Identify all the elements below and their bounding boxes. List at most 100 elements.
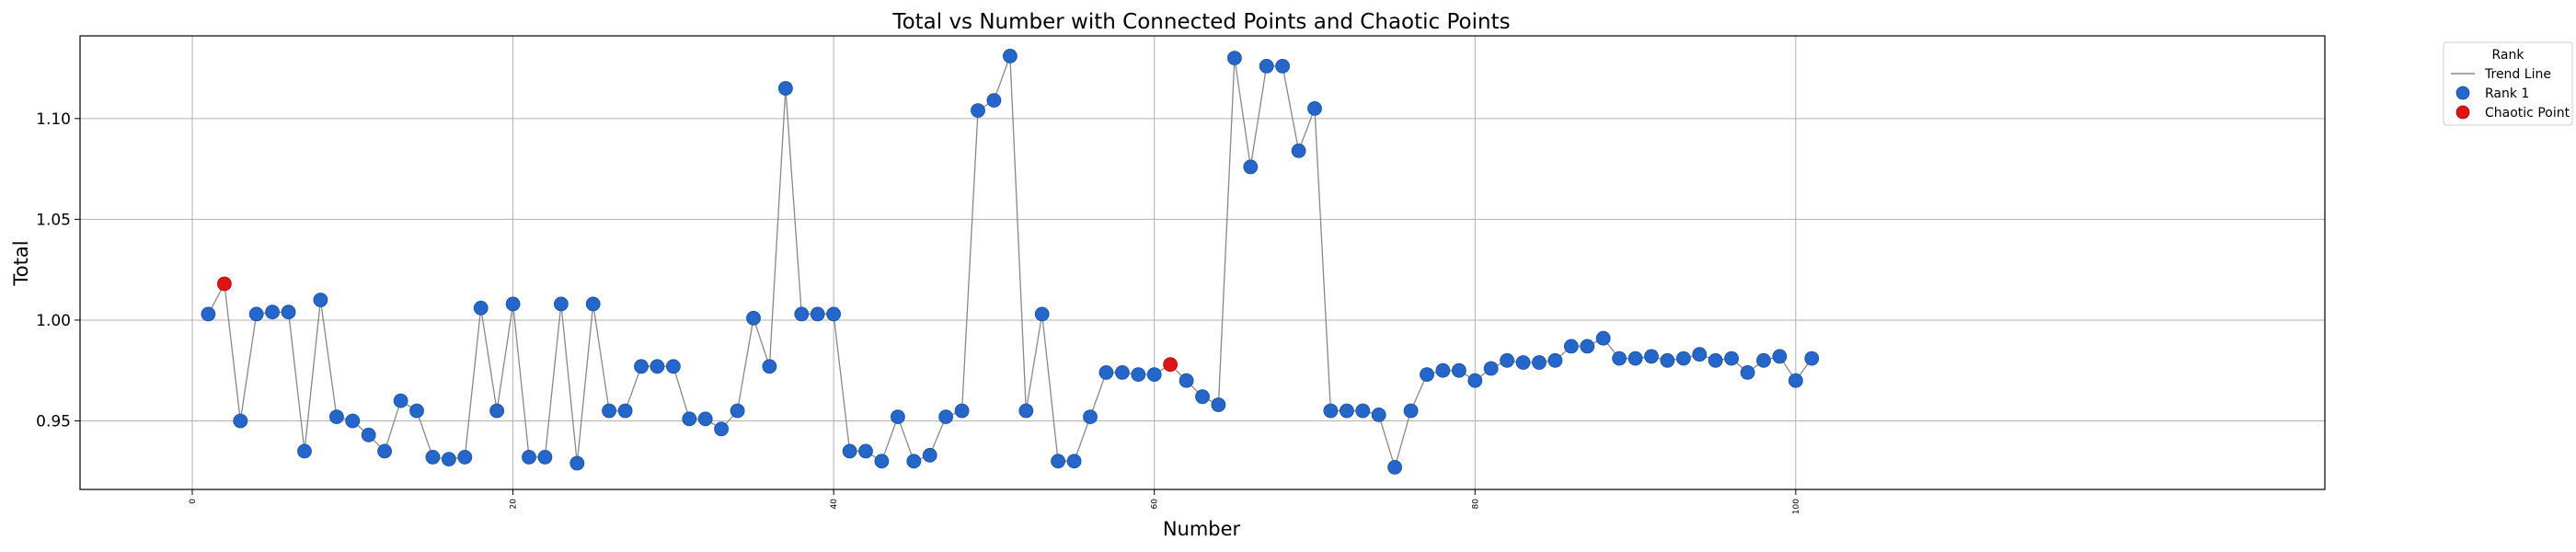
data-point bbox=[762, 359, 777, 374]
legend-label-rank1: Rank 1 bbox=[2485, 86, 2529, 101]
data-point bbox=[922, 447, 937, 463]
data-point bbox=[1612, 351, 1627, 366]
data-point bbox=[1195, 389, 1210, 405]
x-axis-title: Number bbox=[1163, 518, 1241, 540]
data-point bbox=[393, 393, 408, 408]
data-point bbox=[233, 413, 248, 429]
data-point bbox=[1323, 403, 1339, 419]
plot-frame bbox=[79, 35, 2326, 490]
x-tick-label: 100 bbox=[1792, 499, 1801, 514]
data-point bbox=[986, 93, 1002, 108]
y-tick-label: 0.95 bbox=[36, 413, 71, 431]
data-point bbox=[345, 413, 361, 429]
legend-title: Rank bbox=[2492, 48, 2525, 63]
data-point bbox=[1532, 355, 1547, 370]
data-point bbox=[441, 452, 456, 467]
data-point bbox=[313, 293, 328, 307]
y-tick-label: 1.10 bbox=[36, 110, 71, 129]
data-point bbox=[1676, 351, 1691, 366]
data-point bbox=[1772, 349, 1788, 364]
data-point bbox=[1115, 364, 1130, 380]
data-point bbox=[1547, 352, 1563, 368]
data-point bbox=[1515, 355, 1531, 370]
data-point bbox=[1051, 454, 1065, 469]
data-point bbox=[1003, 49, 1018, 63]
data-point bbox=[634, 359, 649, 374]
y-tick-label: 1.00 bbox=[36, 312, 71, 330]
data-point bbox=[971, 103, 985, 118]
data-point bbox=[1179, 373, 1194, 388]
chaotic-point bbox=[216, 276, 232, 292]
y-tick-label: 1.05 bbox=[36, 211, 71, 229]
data-point bbox=[617, 403, 633, 419]
legend-box bbox=[2443, 41, 2573, 126]
x-tick-label: 80 bbox=[1471, 499, 1480, 510]
legend-chaotic-swatch bbox=[2455, 105, 2470, 120]
data-point bbox=[585, 296, 601, 312]
data-point bbox=[281, 305, 296, 320]
data-point bbox=[1387, 459, 1402, 475]
data-point bbox=[826, 306, 841, 322]
data-point bbox=[794, 306, 810, 322]
chaotic-point bbox=[1163, 357, 1178, 373]
x-tick-label: 20 bbox=[510, 499, 519, 510]
data-point bbox=[666, 359, 681, 374]
data-point bbox=[297, 443, 312, 459]
data-point bbox=[1371, 407, 1386, 422]
data-point bbox=[682, 411, 697, 427]
data-point bbox=[1724, 351, 1739, 366]
data-point bbox=[409, 403, 424, 419]
data-point bbox=[1291, 143, 1306, 158]
data-point bbox=[874, 454, 890, 469]
data-point bbox=[489, 403, 504, 419]
data-point bbox=[1146, 367, 1162, 383]
data-point bbox=[377, 443, 393, 459]
x-tick-label: 40 bbox=[830, 499, 839, 510]
data-point bbox=[265, 305, 281, 320]
data-point bbox=[1403, 403, 1419, 419]
data-point bbox=[1595, 330, 1611, 346]
data-point bbox=[1708, 352, 1723, 368]
data-point bbox=[810, 306, 825, 322]
data-point bbox=[906, 454, 922, 469]
data-point bbox=[1307, 101, 1322, 116]
data-point bbox=[457, 449, 473, 465]
legend: Rank Trend Line Rank 1 Chaotic Point bbox=[2443, 41, 2573, 126]
data-point bbox=[1740, 364, 1755, 380]
data-point bbox=[1275, 59, 1290, 74]
data-point bbox=[1435, 362, 1451, 378]
data-point bbox=[1227, 51, 1242, 65]
data-point bbox=[697, 411, 713, 427]
data-point bbox=[505, 296, 521, 312]
x-tick-label: 0 bbox=[189, 499, 198, 504]
data-point bbox=[522, 449, 536, 465]
legend-label-trend: Trend Line bbox=[2484, 67, 2551, 82]
data-point bbox=[425, 449, 441, 465]
data-point bbox=[1131, 367, 1146, 383]
data-point bbox=[1500, 352, 1514, 368]
data-point bbox=[473, 300, 489, 316]
points-layer bbox=[201, 49, 1820, 475]
data-point bbox=[1211, 397, 1226, 412]
data-point bbox=[1066, 454, 1082, 469]
data-point bbox=[1420, 367, 1434, 383]
x-tick-label: 60 bbox=[1151, 499, 1160, 510]
data-point bbox=[858, 443, 873, 459]
axis-ticks: 0 20 40 60 80 100 0.95 1.00 1.05 1.10 bbox=[36, 110, 1801, 514]
data-point bbox=[1243, 159, 1259, 175]
data-point bbox=[602, 403, 616, 419]
data-point bbox=[954, 403, 970, 419]
data-point bbox=[746, 310, 761, 326]
data-point bbox=[1483, 361, 1499, 376]
data-point bbox=[537, 449, 553, 465]
data-point bbox=[1355, 403, 1371, 419]
data-point bbox=[1804, 351, 1820, 366]
data-point bbox=[1098, 364, 1114, 380]
data-point bbox=[778, 81, 793, 96]
data-point bbox=[891, 409, 905, 425]
data-point bbox=[1452, 362, 1466, 378]
data-point bbox=[842, 443, 857, 459]
data-point bbox=[361, 427, 376, 443]
